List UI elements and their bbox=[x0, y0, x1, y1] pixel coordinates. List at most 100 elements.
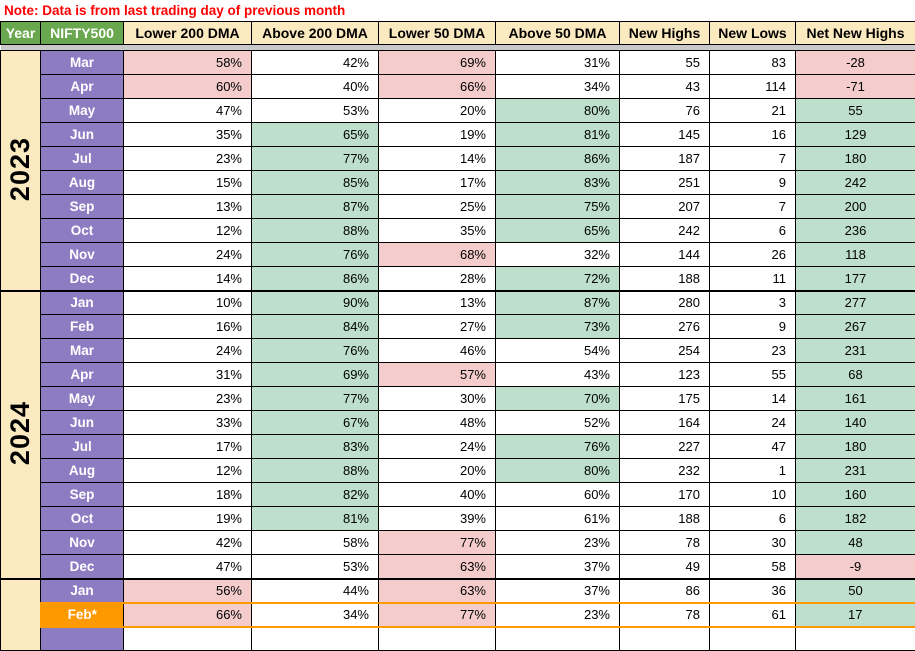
data-cell: 53% bbox=[252, 99, 379, 123]
month-cell-mar: Mar bbox=[41, 339, 124, 363]
data-cell: 42% bbox=[252, 51, 379, 75]
data-cell: 61% bbox=[496, 507, 620, 531]
data-cell: 34% bbox=[252, 603, 379, 627]
data-cell: 47% bbox=[124, 99, 252, 123]
data-cell: 254 bbox=[620, 339, 710, 363]
data-cell: 60% bbox=[496, 483, 620, 507]
data-cell: 9 bbox=[710, 315, 796, 339]
data-cell: 76% bbox=[252, 339, 379, 363]
data-cell: 66% bbox=[379, 75, 496, 99]
data-cell: 88% bbox=[252, 219, 379, 243]
data-cell: 164 bbox=[620, 411, 710, 435]
data-cell: 24 bbox=[710, 411, 796, 435]
data-cell: 23% bbox=[496, 603, 620, 627]
data-cell: 276 bbox=[620, 315, 710, 339]
data-cell: 6 bbox=[710, 507, 796, 531]
data-cell: 236 bbox=[796, 219, 915, 243]
data-cell: 23% bbox=[124, 147, 252, 171]
data-cell: 1 bbox=[710, 459, 796, 483]
data-cell: 39% bbox=[379, 507, 496, 531]
data-cell: 14% bbox=[124, 267, 252, 291]
month-cell-jan: Jan bbox=[41, 291, 124, 315]
month-cell-dec: Dec bbox=[41, 555, 124, 579]
data-cell: 129 bbox=[796, 123, 915, 147]
table-row-blank bbox=[1, 627, 915, 651]
data-cell: 37% bbox=[496, 555, 620, 579]
data-cell: 17% bbox=[124, 435, 252, 459]
data-cell: 161 bbox=[796, 387, 915, 411]
year-label: 2024 bbox=[5, 401, 36, 465]
data-cell: 118 bbox=[796, 243, 915, 267]
data-cell: 6 bbox=[710, 219, 796, 243]
data-cell: 14 bbox=[710, 387, 796, 411]
data-cell: 140 bbox=[796, 411, 915, 435]
data-cell: 58% bbox=[252, 531, 379, 555]
year-label: 2023 bbox=[5, 137, 36, 201]
column-header-new-highs: New Highs bbox=[620, 22, 710, 45]
data-cell bbox=[252, 627, 379, 651]
data-cell: 72% bbox=[496, 267, 620, 291]
data-cell: 24% bbox=[124, 243, 252, 267]
data-cell: 58% bbox=[124, 51, 252, 75]
data-cell: -71 bbox=[796, 75, 915, 99]
month-cell-jul: Jul bbox=[41, 147, 124, 171]
month-cell-blank bbox=[41, 627, 124, 651]
data-cell: 7 bbox=[710, 195, 796, 219]
data-cell bbox=[710, 627, 796, 651]
data-cell: 81% bbox=[252, 507, 379, 531]
data-cell: 83% bbox=[252, 435, 379, 459]
data-cell: 32% bbox=[496, 243, 620, 267]
data-cell: 44% bbox=[252, 579, 379, 603]
data-cell: 80% bbox=[496, 459, 620, 483]
data-cell: 68% bbox=[379, 243, 496, 267]
data-cell bbox=[124, 627, 252, 651]
data-cell bbox=[620, 627, 710, 651]
data-cell: 35% bbox=[124, 123, 252, 147]
data-cell: 30% bbox=[379, 387, 496, 411]
data-cell: 76 bbox=[620, 99, 710, 123]
data-cell: 20% bbox=[379, 459, 496, 483]
data-cell: 83 bbox=[710, 51, 796, 75]
month-cell-apr: Apr bbox=[41, 75, 124, 99]
month-cell-apr: Apr bbox=[41, 363, 124, 387]
data-cell: 83% bbox=[496, 171, 620, 195]
month-cell-aug: Aug bbox=[41, 171, 124, 195]
month-cell-oct: Oct bbox=[41, 219, 124, 243]
data-cell: 12% bbox=[124, 219, 252, 243]
data-cell: 19% bbox=[379, 123, 496, 147]
data-cell: 28% bbox=[379, 267, 496, 291]
data-cell: 175 bbox=[620, 387, 710, 411]
data-cell: 52% bbox=[496, 411, 620, 435]
data-cell: 20% bbox=[379, 99, 496, 123]
data-cell: 61 bbox=[710, 603, 796, 627]
data-cell: 77% bbox=[252, 387, 379, 411]
column-header-new-lows: New Lows bbox=[710, 22, 796, 45]
data-cell bbox=[379, 627, 496, 651]
column-header-above-50-dma: Above 50 DMA bbox=[496, 22, 620, 45]
column-header-lower-50-dma: Lower 50 DMA bbox=[379, 22, 496, 45]
data-cell: -9 bbox=[796, 555, 915, 579]
data-cell: 48% bbox=[379, 411, 496, 435]
data-cell: 24% bbox=[124, 339, 252, 363]
data-cell: 55 bbox=[796, 99, 915, 123]
data-cell: 67% bbox=[252, 411, 379, 435]
month-cell-sep: Sep bbox=[41, 483, 124, 507]
data-cell: 57% bbox=[379, 363, 496, 387]
data-cell: 18% bbox=[124, 483, 252, 507]
year-cell-2024: 2024 bbox=[1, 291, 41, 579]
data-cell: 77% bbox=[252, 147, 379, 171]
data-cell: 23 bbox=[710, 339, 796, 363]
column-header-above-200-dma: Above 200 DMA bbox=[252, 22, 379, 45]
month-cell-may: May bbox=[41, 99, 124, 123]
year-cell-blank bbox=[1, 579, 41, 651]
data-cell: 277 bbox=[796, 291, 915, 315]
